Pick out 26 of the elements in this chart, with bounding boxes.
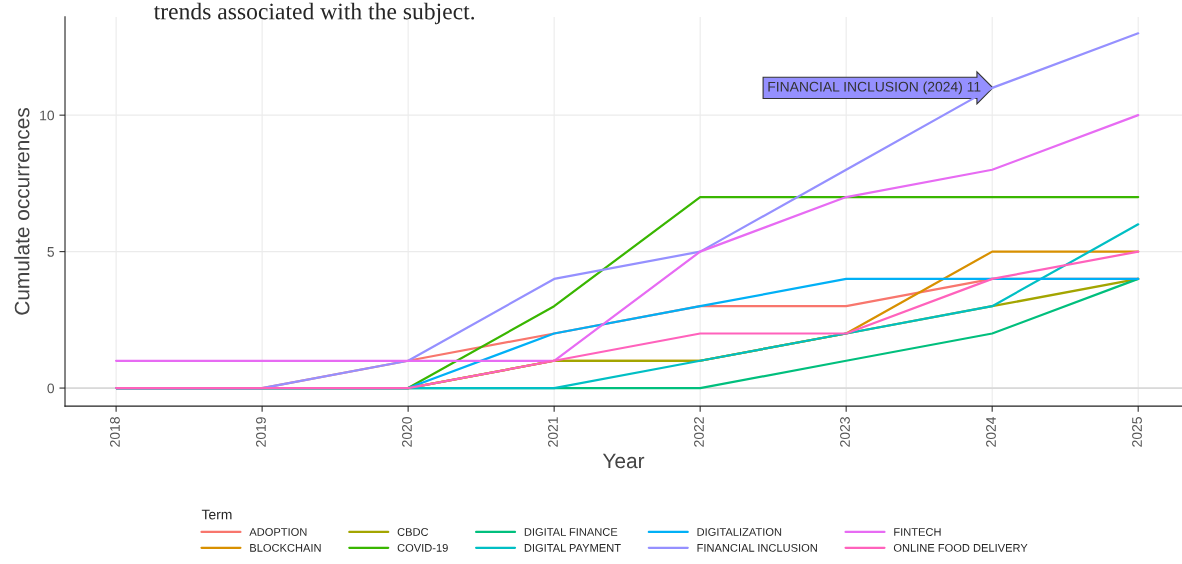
legend-label: DIGITAL PAYMENT	[524, 543, 621, 552]
x-tick-label: 2019	[256, 417, 266, 447]
legend-title: Term	[201, 509, 232, 520]
legend-label: COVID-19	[397, 543, 448, 552]
legend-label: ADOPTION	[249, 528, 307, 536]
legend-label: DIGITALIZATION	[697, 528, 782, 536]
legend-label: FINANCIAL INCLUSION	[697, 543, 817, 552]
legend-label: ONLINE FOOD DELIVERY	[893, 543, 1028, 552]
legend-label: FINTECH	[894, 528, 941, 536]
x-tick-label: 2018	[110, 417, 120, 447]
x-tick-label: 2021	[548, 417, 558, 447]
annotation: trends associated with the subject.	[153, 2, 475, 25]
x-tick-label: 2022	[694, 417, 704, 447]
y-tick-label: 10	[40, 110, 55, 121]
x-tick-label: 2025	[1132, 417, 1142, 447]
x-tick-label: 2024	[986, 416, 996, 447]
y-tick-label: 5	[47, 247, 55, 257]
x-tick-label: 2023	[840, 417, 850, 447]
y-axis-title: Cumulate occurrences	[14, 108, 30, 315]
x-tick-label: 2020	[402, 417, 412, 447]
legend-label: DIGITAL FINANCE	[524, 528, 618, 536]
y-tick-label: 0	[47, 383, 55, 394]
legend-label: BLOCKCHAIN	[250, 543, 321, 552]
legend-label: CBDC	[397, 528, 429, 536]
x-axis-title: Year	[602, 453, 645, 469]
annotation: FINANCIAL INCLUSION (2024) 11	[768, 81, 981, 95]
